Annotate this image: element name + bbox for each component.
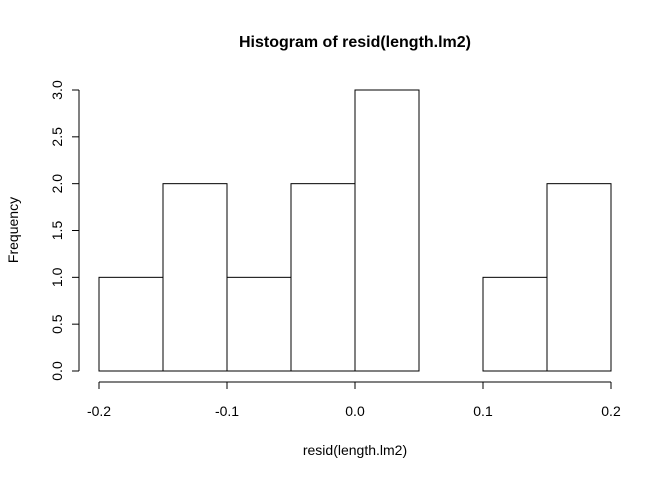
y-tick-label: 3.0 (49, 80, 65, 100)
y-axis: 0.0 0.5 1.0 1.5 2.0 2.5 3.0 (49, 80, 80, 381)
y-tick-label: 0.0 (49, 361, 65, 381)
x-axis: -0.2 -0.1 0.0 0.1 0.2 (87, 381, 621, 419)
x-axis-label: resid(length.lm2) (303, 442, 407, 458)
histogram-bar-6 (482, 276, 548, 372)
histogram-bars (98, 89, 612, 372)
x-tick-label: -0.1 (215, 403, 239, 419)
y-tick-label: 1.5 (49, 221, 65, 241)
chart-title: Histogram of resid(length.lm2) (239, 34, 471, 51)
x-tick-label: 0.2 (601, 403, 621, 419)
histogram-bar-1 (162, 183, 228, 372)
y-tick-label: 1.0 (49, 267, 65, 287)
y-tick-label: 2.5 (49, 127, 65, 147)
histogram-bar-7 (546, 183, 612, 372)
histogram-bar-4 (354, 89, 420, 372)
x-tick-label: -0.2 (87, 403, 111, 419)
y-axis-label: Frequency (5, 197, 21, 263)
histogram-bar-2 (226, 276, 292, 372)
histogram-bar-0 (98, 276, 164, 372)
y-tick-label: 0.5 (49, 314, 65, 334)
y-tick-label: 2.0 (49, 174, 65, 194)
histogram-bar-3 (290, 183, 356, 372)
x-tick-label: 0.0 (345, 403, 365, 419)
x-tick-label: 0.1 (473, 403, 493, 419)
